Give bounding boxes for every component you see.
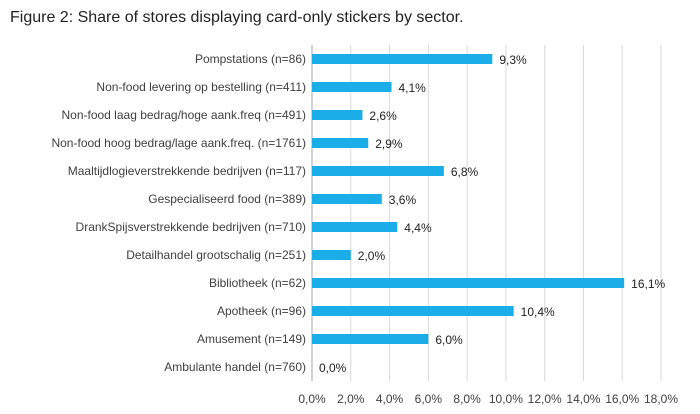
value-label: 3,6%: [389, 193, 417, 207]
category-label: Gespecialiseerd food (n=389): [148, 192, 306, 206]
gridlines: [350, 45, 662, 381]
x-tick-label: 12,0%: [528, 392, 562, 406]
bar: [312, 54, 493, 64]
x-tick-label: 0,0%: [298, 392, 326, 406]
category-label: Ambulante handel (n=760): [164, 360, 306, 374]
x-tick-label: 10,0%: [489, 392, 523, 406]
bar: [312, 194, 382, 204]
value-label: 10,4%: [521, 305, 555, 319]
category-label: Non-food laag bedrag/hoge aank.freq (n=4…: [61, 108, 306, 122]
category-label: Apotheek (n=96): [217, 304, 306, 318]
bar: [312, 166, 444, 176]
x-tick-label: 16,0%: [605, 392, 639, 406]
value-label: 16,1%: [631, 277, 665, 291]
bar: [312, 334, 429, 344]
x-tick-label: 2,0%: [337, 392, 365, 406]
x-tick-label: 18,0%: [644, 392, 678, 406]
value-label: 6,0%: [435, 333, 463, 347]
value-label: 9,3%: [499, 53, 527, 67]
category-label: Maaltijdlogieverstrekkende bedrijven (n=…: [68, 164, 306, 178]
bar: [312, 250, 351, 260]
chart-title: Figure 2: Share of stores displaying car…: [10, 9, 464, 26]
category-label: Amusement (n=149): [197, 332, 306, 346]
value-label: 2,0%: [358, 249, 386, 263]
bar: [312, 82, 392, 92]
category-label: Non-food levering op bestelling (n=411): [96, 80, 306, 94]
category-label: DrankSpijsverstrekkende bedrijven (n=710…: [76, 220, 306, 234]
category-labels: Pompstations (n=86) Non-food levering op …: [51, 52, 306, 374]
category-label: Bibliotheek (n=62): [209, 276, 306, 290]
value-label: 0,0%: [319, 361, 347, 375]
bar: [312, 110, 363, 120]
bar: [312, 278, 625, 288]
bars: [312, 54, 625, 344]
x-tick-label: 14,0%: [566, 392, 600, 406]
value-label: 4,4%: [404, 221, 432, 235]
x-tick-label: 8,0%: [453, 392, 481, 406]
category-label: Non-food hoog bedrag/lage aank.freq. (n=…: [51, 136, 306, 150]
value-label: 6,8%: [451, 165, 479, 179]
category-label: Pompstations (n=86): [195, 52, 306, 66]
value-label: 2,9%: [375, 137, 403, 151]
x-tick-label: 4,0%: [376, 392, 404, 406]
value-labels: 9,3% 4,1%2,6% 2,9% 6,8% 3,6% 4,4% 2,0% 16,1% 10,…: [319, 53, 666, 375]
x-tick-label: 6,0%: [415, 392, 443, 406]
value-label: 4,1%: [398, 81, 426, 95]
bar: [312, 222, 398, 232]
bar: [312, 306, 514, 316]
bar: [312, 138, 369, 148]
value-label: 2,6%: [369, 109, 397, 123]
category-label: Detailhandel grootschalig (n=251): [126, 248, 306, 262]
x-tick-labels: 0,0% 2,0% 4,0% 6,0% 8,0% 10,0% 12,0% 14,0% 16,0%…: [298, 392, 678, 406]
